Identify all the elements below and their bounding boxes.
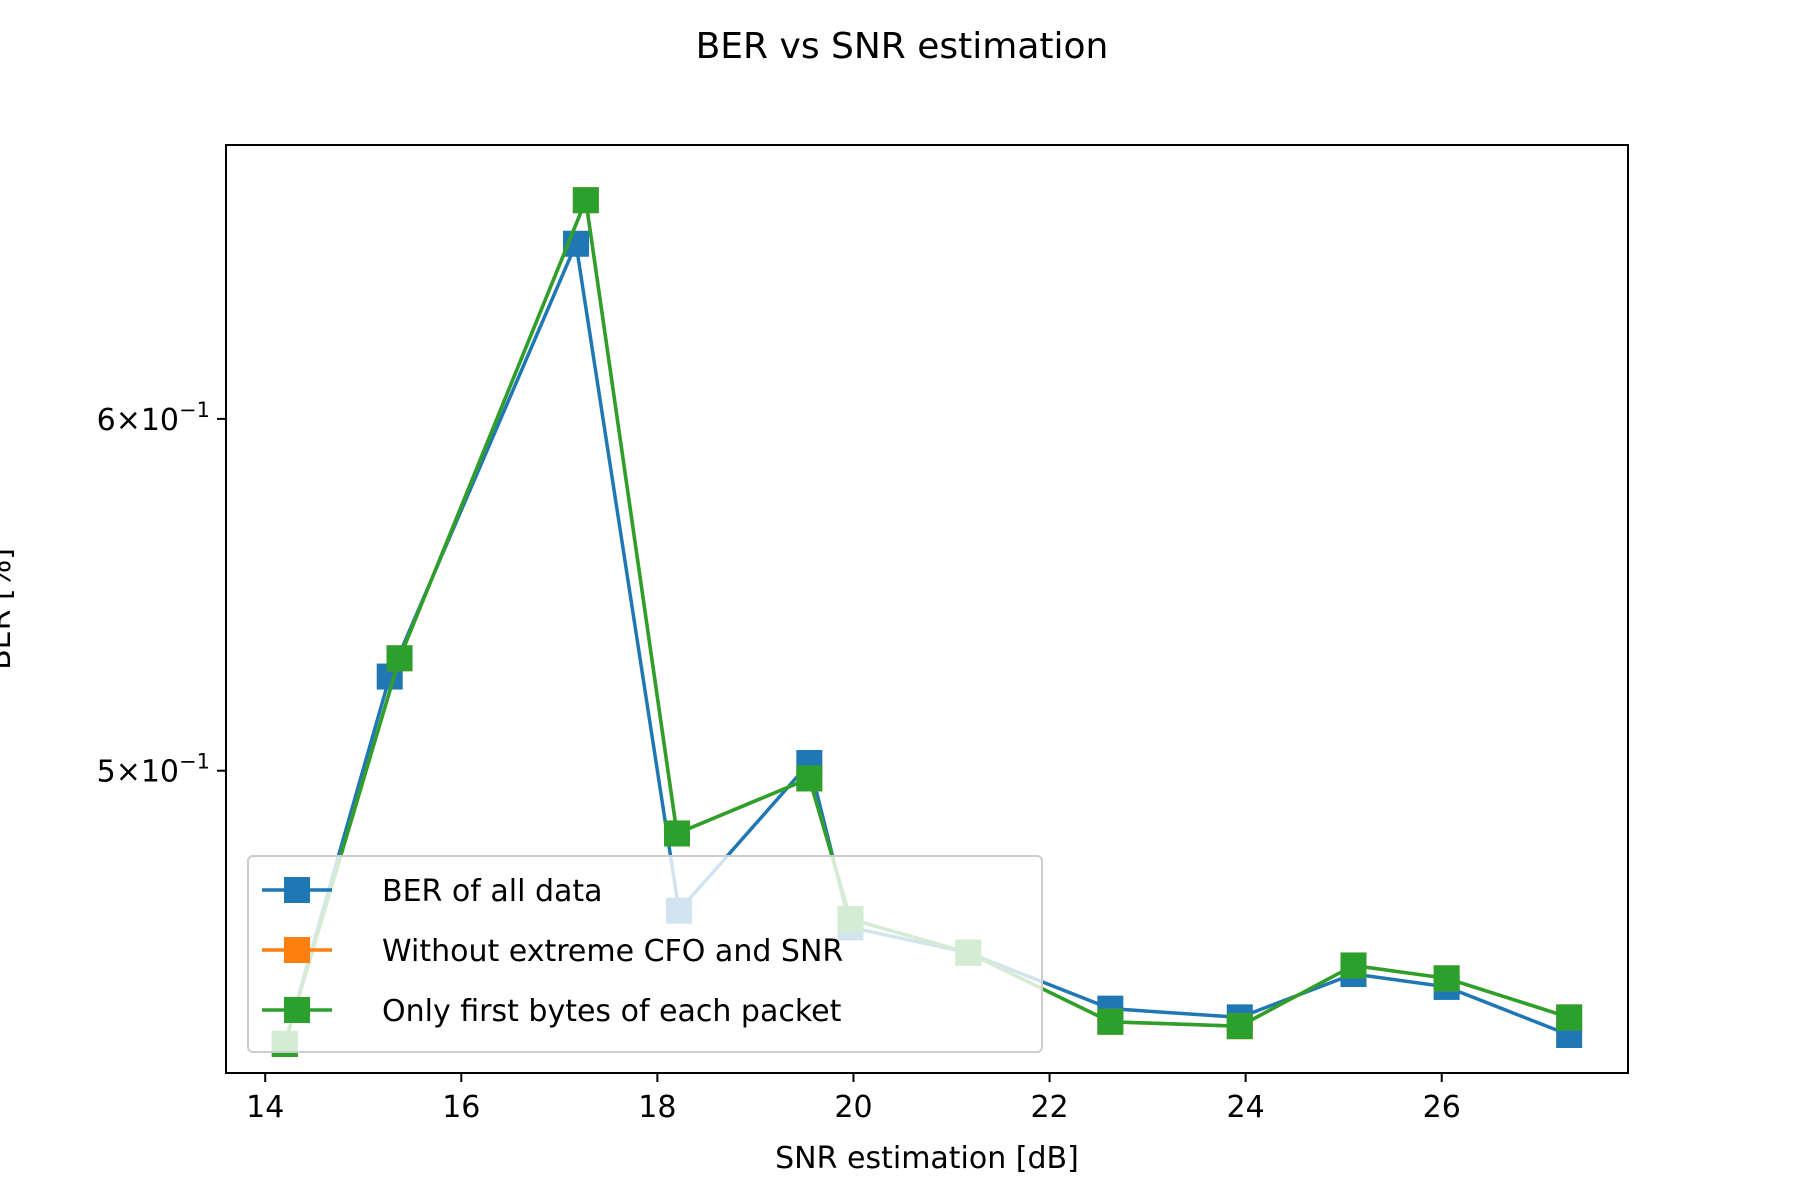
x-tick-label-4: 22 xyxy=(1030,1090,1068,1125)
chart-title: BER vs SNR estimation xyxy=(696,26,1109,67)
x-tick-label-2: 18 xyxy=(638,1090,676,1125)
legend-marker-2 xyxy=(284,997,310,1023)
legend: BER of all data Without extreme CFO and S… xyxy=(247,855,1043,1053)
y-tick-label-0: 5×10−1 xyxy=(97,750,210,790)
legend-marker-0 xyxy=(284,877,310,903)
legend-label-2: Only first bytes of each packet xyxy=(382,994,842,1029)
x-tick-label-6: 26 xyxy=(1423,1090,1461,1125)
series-2-point-7 xyxy=(1097,1008,1124,1035)
legend-label-1: Without extreme CFO and SNR xyxy=(382,934,843,969)
series-2-point-9 xyxy=(1340,952,1367,979)
series-2-point-4 xyxy=(796,765,823,792)
x-tick-label-1: 16 xyxy=(442,1090,480,1125)
x-tick-label-0: 14 xyxy=(246,1090,284,1125)
series-2-point-3 xyxy=(663,820,690,847)
series-2-point-8 xyxy=(1226,1013,1253,1040)
y-axis-label: BER [%] xyxy=(0,548,18,670)
x-tick-label-5: 24 xyxy=(1227,1090,1265,1125)
plot-area-frame xyxy=(225,144,1629,1074)
series-2-point-11 xyxy=(1556,1004,1583,1031)
x-tick-label-3: 20 xyxy=(834,1090,872,1125)
x-axis: 14 16 18 20 22 24 26 xyxy=(246,1073,1461,1125)
series-2-point-1 xyxy=(386,645,413,672)
x-axis-label: SNR estimation [dB] xyxy=(775,1141,1079,1176)
legend-marker-1 xyxy=(284,937,310,963)
series-2-point-10 xyxy=(1433,965,1460,992)
legend-label-0: BER of all data xyxy=(382,874,603,909)
y-tick-label-1: 6×10−1 xyxy=(97,398,210,438)
y-axis: 5×10−1 6×10−1 xyxy=(97,398,226,790)
legend-box xyxy=(247,855,1043,1053)
series-2-point-2 xyxy=(572,187,599,214)
